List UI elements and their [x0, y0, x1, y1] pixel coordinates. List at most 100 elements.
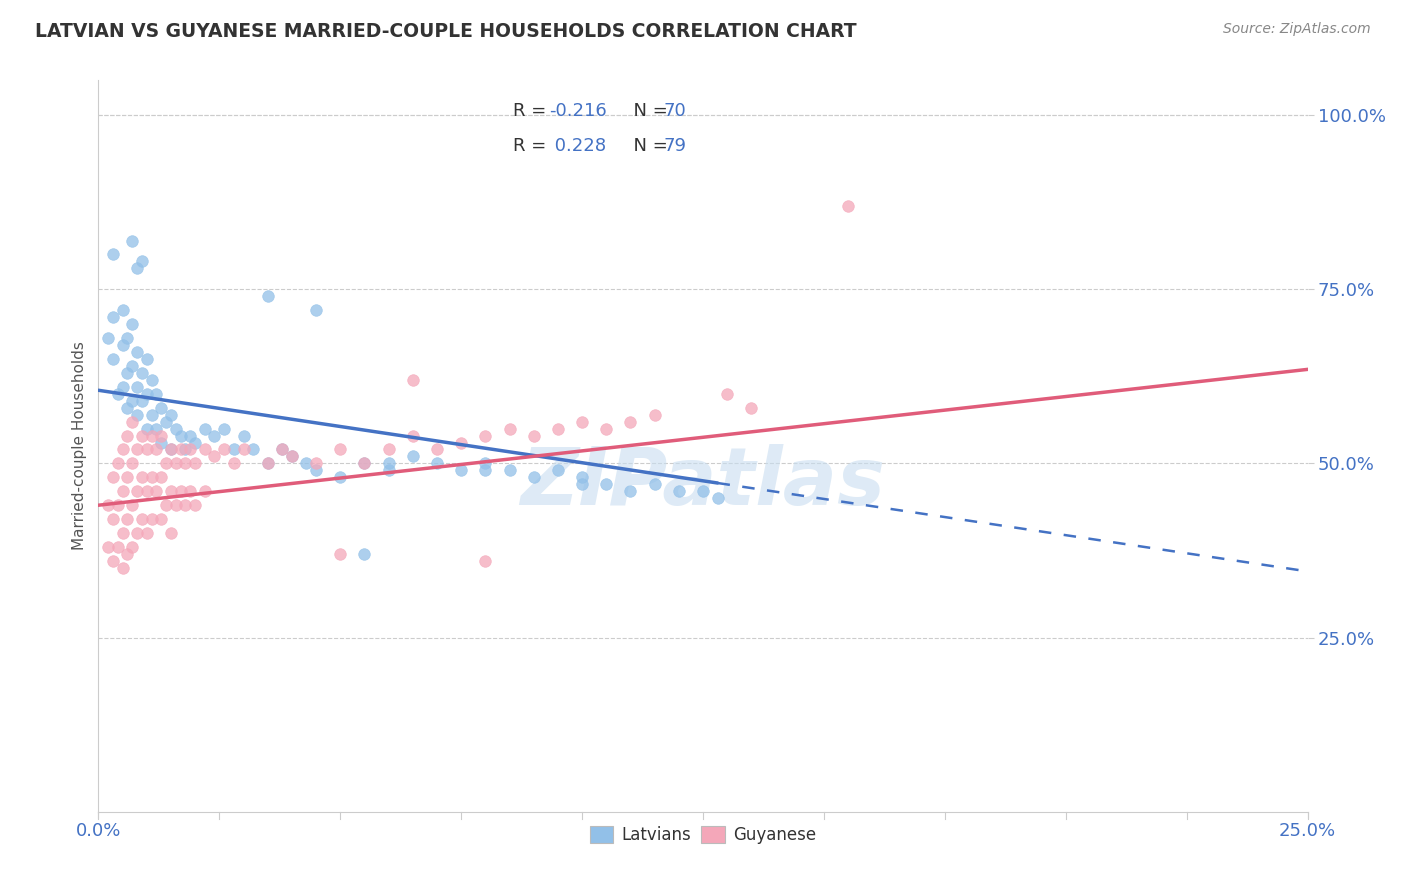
Point	[571, 415, 593, 429]
Point	[101, 512, 124, 526]
Point	[111, 526, 134, 541]
Point	[474, 463, 496, 477]
Point	[179, 442, 201, 457]
Point	[571, 470, 593, 484]
Point	[595, 421, 617, 435]
Point	[101, 310, 124, 325]
Point	[131, 366, 153, 380]
Point	[141, 428, 163, 442]
Point	[127, 408, 149, 422]
Point	[150, 470, 173, 484]
Text: N =: N =	[621, 102, 673, 120]
Point	[595, 477, 617, 491]
Text: LATVIAN VS GUYANESE MARRIED-COUPLE HOUSEHOLDS CORRELATION CHART: LATVIAN VS GUYANESE MARRIED-COUPLE HOUSE…	[35, 22, 856, 41]
Point	[837, 199, 859, 213]
Point	[498, 421, 520, 435]
Point	[179, 428, 201, 442]
Point	[353, 457, 375, 471]
Point	[329, 442, 352, 457]
Point	[232, 428, 254, 442]
Point	[329, 470, 352, 484]
Point	[131, 470, 153, 484]
Point	[295, 457, 318, 471]
Point	[127, 380, 149, 394]
Point	[498, 463, 520, 477]
Point	[222, 442, 245, 457]
Point	[111, 338, 134, 352]
Point	[160, 442, 183, 457]
Point	[212, 442, 235, 457]
Text: ZIPatlas: ZIPatlas	[520, 443, 886, 522]
Point	[131, 512, 153, 526]
Point	[184, 435, 207, 450]
Point	[716, 386, 738, 401]
Point	[127, 484, 149, 499]
Point	[242, 442, 264, 457]
Point	[117, 512, 139, 526]
Point	[426, 442, 449, 457]
Text: R =: R =	[513, 137, 553, 155]
Point	[271, 442, 294, 457]
Point	[377, 442, 399, 457]
Point	[127, 261, 149, 276]
Point	[131, 254, 153, 268]
Point	[174, 442, 197, 457]
Y-axis label: Married-couple Households: Married-couple Households	[72, 342, 87, 550]
Legend: Latvians, Guyanese: Latvians, Guyanese	[583, 820, 823, 851]
Point	[204, 450, 226, 464]
Point	[668, 484, 690, 499]
Point	[179, 484, 201, 499]
Point	[402, 428, 425, 442]
Point	[117, 470, 139, 484]
Point	[135, 351, 157, 366]
Point	[107, 498, 129, 512]
Point	[169, 484, 191, 499]
Point	[160, 526, 183, 541]
Point	[523, 470, 546, 484]
Point	[256, 457, 278, 471]
Point	[107, 540, 129, 554]
Point	[165, 498, 187, 512]
Point	[107, 457, 129, 471]
Point	[145, 421, 167, 435]
Point	[131, 393, 153, 408]
Point	[135, 386, 157, 401]
Point	[165, 457, 187, 471]
Point	[256, 457, 278, 471]
Point	[141, 408, 163, 422]
Point	[97, 540, 120, 554]
Point	[547, 421, 569, 435]
Point	[281, 450, 304, 464]
Point	[121, 457, 143, 471]
Point	[184, 457, 207, 471]
Point	[150, 512, 173, 526]
Point	[305, 463, 328, 477]
Point	[194, 442, 217, 457]
Point	[141, 512, 163, 526]
Point	[117, 547, 139, 561]
Point	[111, 303, 134, 318]
Point	[474, 554, 496, 568]
Text: 79: 79	[664, 137, 686, 155]
Point	[111, 561, 134, 575]
Point	[111, 380, 134, 394]
Point	[127, 526, 149, 541]
Point	[131, 428, 153, 442]
Point	[474, 457, 496, 471]
Point	[281, 450, 304, 464]
Point	[547, 463, 569, 477]
Point	[101, 470, 124, 484]
Point	[305, 303, 328, 318]
Point	[402, 373, 425, 387]
Point	[97, 331, 120, 345]
Point	[135, 421, 157, 435]
Point	[706, 491, 728, 506]
Point	[155, 498, 177, 512]
Point	[644, 477, 666, 491]
Point	[692, 484, 714, 499]
Text: 0.228: 0.228	[550, 137, 606, 155]
Point	[107, 386, 129, 401]
Point	[150, 428, 173, 442]
Point	[256, 289, 278, 303]
Point	[165, 421, 187, 435]
